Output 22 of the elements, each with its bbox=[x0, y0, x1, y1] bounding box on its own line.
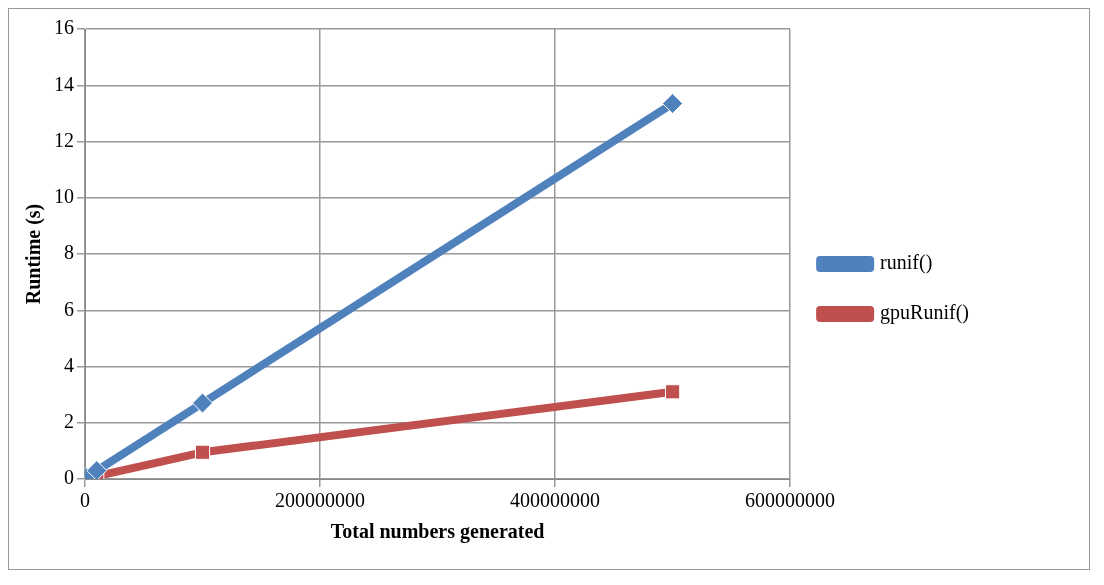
point bbox=[86, 460, 108, 479]
y-tick-label: 10 bbox=[54, 185, 74, 207]
y-tick-label: 6 bbox=[64, 297, 74, 320]
x-tick-label: 0 bbox=[80, 489, 90, 512]
x-tick-label: 400000000 bbox=[510, 489, 601, 512]
legend-label: gpuRunif() bbox=[880, 301, 970, 325]
y-tick-label: 0 bbox=[64, 466, 74, 489]
point bbox=[194, 444, 211, 460]
x-tick-label: 600000000 bbox=[745, 489, 836, 512]
y-tick-label: 8 bbox=[64, 241, 74, 264]
y-tick-label: 4 bbox=[64, 353, 74, 376]
x-tick-label: 200000000 bbox=[275, 489, 366, 512]
point bbox=[192, 392, 214, 414]
point bbox=[662, 93, 684, 115]
y-axis-title: Runtime (s) bbox=[22, 203, 46, 305]
x-axis-title: Total numbers generated bbox=[330, 520, 545, 544]
point bbox=[665, 384, 681, 400]
legend-label: runif() bbox=[880, 251, 933, 275]
y-tick-label: 14 bbox=[54, 72, 74, 95]
y-tick-label: 12 bbox=[54, 128, 74, 151]
y-tick-label: 2 bbox=[64, 410, 74, 432]
y-tick-label: 16 bbox=[54, 16, 74, 39]
